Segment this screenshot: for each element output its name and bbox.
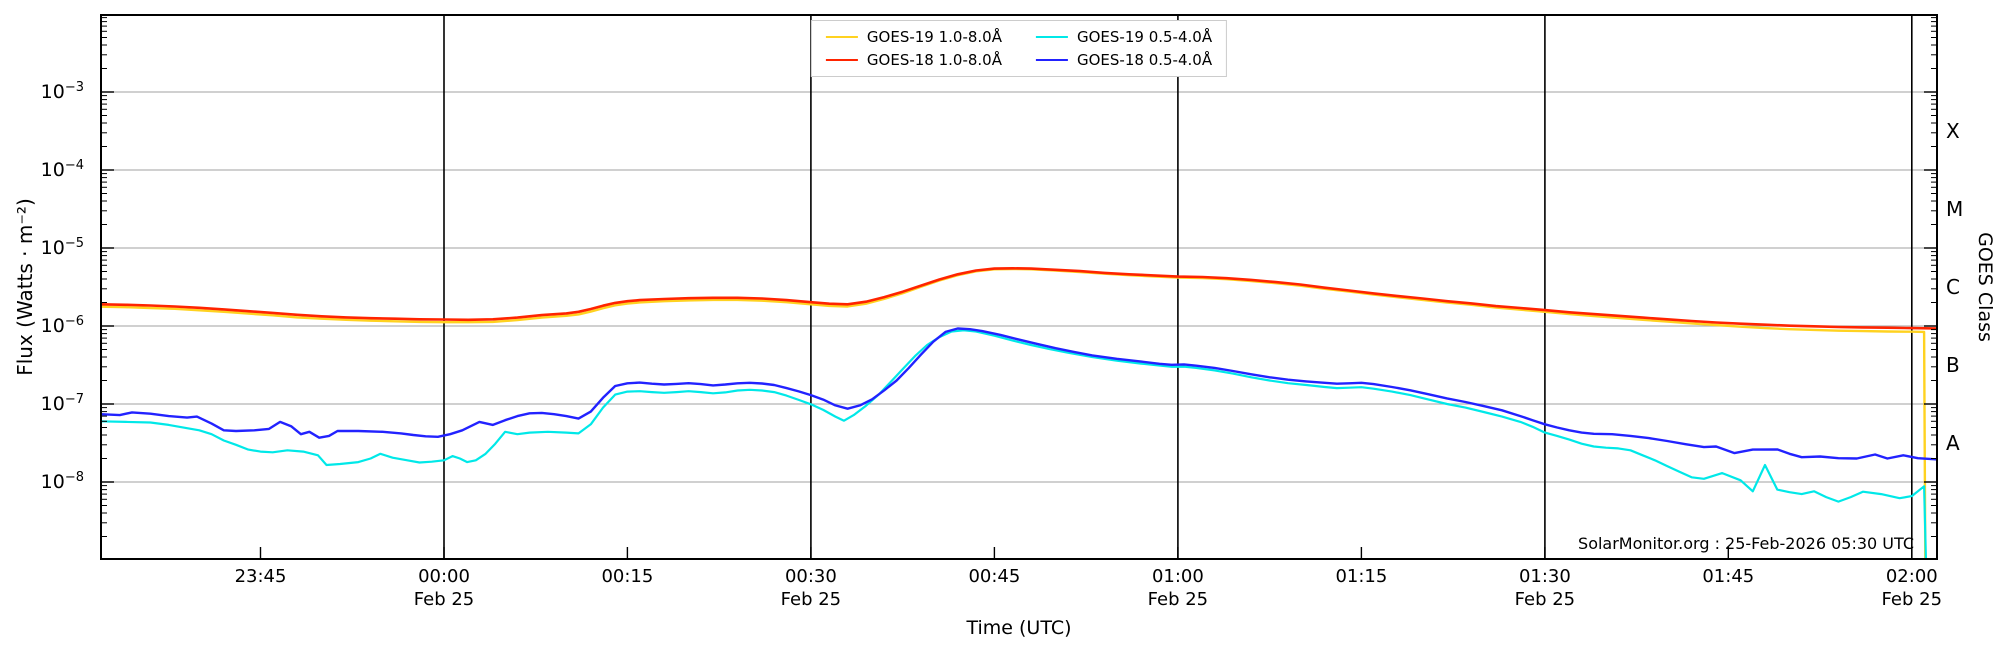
legend-label: GOES-19 1.0-8.0Å	[866, 28, 1002, 46]
series-line	[100, 267, 1927, 560]
x-tick-date: Feb 25	[1881, 589, 1943, 610]
goes-class-c: C	[1946, 275, 1960, 299]
x-tick-label: 23:45	[235, 565, 287, 588]
x-tick-label: 00:30 Feb 25	[781, 565, 842, 611]
x-tick-time: 00:45	[968, 566, 1021, 587]
y-tick-label: 10−7	[40, 391, 84, 416]
right-axis-label: GOES Class	[1974, 232, 1996, 342]
y-tick-label: 10−6	[40, 313, 84, 338]
x-tick-label: 01:45	[1702, 565, 1754, 588]
legend-item: GOES-19 1.0-8.0Å	[825, 28, 1002, 46]
series-line	[100, 327, 1938, 461]
x-tick-time: 02:00	[1885, 566, 1938, 587]
x-tick-time: 01:45	[1702, 566, 1755, 587]
plot-frame	[100, 14, 1938, 560]
goes-class-m: M	[1946, 197, 1964, 221]
y-axis-tick-labels: 10−3 10−4 10−5 10−6 10−7 10−8	[0, 14, 92, 560]
x-tick-label: 01:15	[1335, 565, 1387, 588]
series-line	[100, 329, 1928, 560]
legend-line-swatch	[1036, 59, 1068, 61]
x-tick-time: 01:15	[1335, 566, 1388, 587]
legend: GOES-19 1.0-8.0Å GOES-19 0.5-4.0Å GOES-18 …	[810, 20, 1228, 77]
legend-label: GOES-18 0.5-4.0Å	[1077, 51, 1213, 69]
y-tick-label: 10−4	[40, 157, 84, 182]
x-tick-date: Feb 25	[780, 589, 842, 610]
y-axis-label: Flux (Watts · m⁻²)	[13, 198, 37, 376]
y-tick-label: 10−8	[40, 469, 84, 494]
x-tick-time: 00:30	[784, 566, 837, 587]
goes-class-b: B	[1946, 353, 1960, 377]
x-tick-time: 01:00	[1151, 566, 1204, 587]
goes-class-letters: X M C B A	[1946, 14, 1986, 560]
x-tick-date: Feb 25	[1514, 589, 1576, 610]
legend-line-swatch	[1036, 36, 1068, 38]
legend-item: GOES-19 0.5-4.0Å	[1036, 28, 1212, 46]
watermark: SolarMonitor.org : 25-Feb-2026 05:30 UTC	[1578, 534, 1914, 553]
x-tick-date: Feb 25	[413, 589, 475, 610]
legend-item: GOES-18 0.5-4.0Å	[1036, 51, 1212, 69]
plot-area: GOES-19 1.0-8.0Å GOES-19 0.5-4.0Å GOES-18 …	[100, 14, 1938, 560]
legend-label: GOES-19 0.5-4.0Å	[1077, 28, 1213, 46]
chart-canvas	[100, 14, 1938, 560]
x-tick-time: 01:30	[1518, 566, 1571, 587]
x-tick-label: 00:45	[968, 565, 1020, 588]
x-tick-time: 00:00	[418, 566, 470, 587]
x-tick-label: 01:00 Feb 25	[1148, 565, 1209, 611]
x-tick-label: 00:00 Feb 25	[414, 565, 475, 611]
legend-line-swatch	[825, 36, 858, 38]
x-tick-time: 00:15	[601, 566, 654, 587]
y-tick-label: 10−3	[40, 79, 84, 104]
x-tick-label: 00:15	[601, 565, 653, 588]
goes-class-a: A	[1946, 431, 1960, 455]
legend-line-swatch	[825, 59, 858, 61]
legend-item: GOES-18 1.0-8.0Å	[825, 51, 1002, 69]
y-tick-label: 10−5	[40, 235, 84, 260]
x-tick-time: 23:45	[234, 566, 287, 587]
x-axis-tick-labels: 23:45 00:00 Feb 25 00:15 00:30 Feb 25 00:45 01:…	[100, 565, 1942, 615]
x-tick-date: Feb 25	[1147, 589, 1209, 610]
goes-class-x: X	[1946, 119, 1960, 143]
series-line	[100, 267, 1938, 330]
x-tick-label: 02:00 Feb 25	[1882, 565, 1943, 611]
x-axis-label: Time (UTC)	[966, 617, 1072, 639]
legend-label: GOES-18 1.0-8.0Å	[866, 51, 1002, 69]
x-tick-label: 01:30 Feb 25	[1515, 565, 1576, 611]
